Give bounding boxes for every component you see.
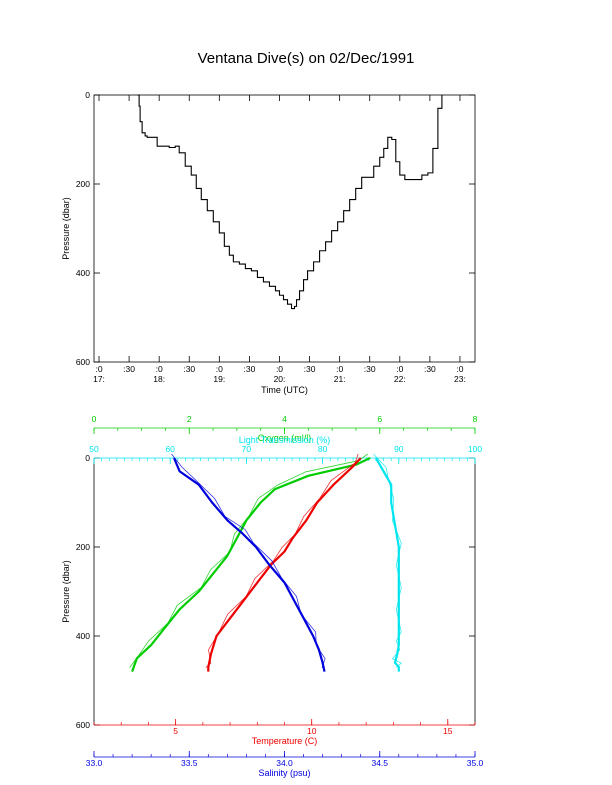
oxygen-tick-label: 0	[92, 414, 97, 424]
oxygen-tick-label: 4	[282, 414, 287, 424]
salinity-profile-ascent-line	[171, 453, 326, 668]
plot1-x-tick-label: :0	[396, 364, 403, 374]
plot1-x-axis-label: Time (UTC)	[261, 385, 308, 395]
salinity-tick-label: 33.5	[181, 758, 198, 768]
light-tick-label: 70	[242, 444, 252, 454]
plot1-x-tick-label: :0	[456, 364, 463, 374]
salinity-tick-label: 33.0	[86, 758, 103, 768]
plot2-y-tick-label: 400	[76, 631, 90, 641]
plot1-x-tick-label: :30	[243, 364, 255, 374]
dive-pressure-line	[137, 94, 443, 310]
chart-title: Ventana Dive(s) on 02/Dec/1991	[197, 50, 415, 67]
plot1-x-tick-label: :0	[95, 364, 102, 374]
plot1-x-tick-hour-label: 20:	[274, 374, 286, 384]
plot1-x-tick-hour-label: 19:	[213, 374, 225, 384]
temperature-tick-label: 10	[307, 726, 317, 736]
temperature-profile-line	[207, 457, 362, 672]
plot1-x-tick-label: :0	[276, 364, 283, 374]
plot1-x-tick-label: :30	[183, 364, 195, 374]
light-tick-label: 90	[394, 444, 404, 454]
temperature-axis-label: Temperature (C)	[252, 736, 318, 746]
plot1-x-tick-label: :30	[364, 364, 376, 374]
plot1-y-tick-label: 0	[85, 90, 90, 100]
temperature-tick-label: 5	[173, 726, 178, 736]
salinity-profile-line	[172, 457, 326, 672]
oxygen-tick-label: 2	[187, 414, 192, 424]
temperature-profile-ascent-line	[205, 453, 359, 668]
plot1-x-tick-hour-label: 17:	[93, 374, 105, 384]
plot1-x-tick-label: :30	[304, 364, 316, 374]
light-axis-label: Light Transmission (%)	[239, 435, 331, 445]
oxygen-tick-label: 8	[473, 414, 478, 424]
plot1-x-tick-hour-label: 21:	[334, 374, 346, 384]
oxygen-axis-label: Oxygen (ml/l)	[258, 433, 312, 443]
plot1-x-tick-label: :0	[336, 364, 343, 374]
plot1-x-tick-label: :0	[156, 364, 163, 374]
salinity-axis-label: Salinity (psu)	[258, 768, 310, 778]
plot1-frame	[93, 94, 476, 363]
plot1-y-tick-label: 600	[76, 357, 90, 367]
plot1-x-tick-label: :30	[424, 364, 436, 374]
plot1-y-axis-label: Pressure (dbar)	[61, 197, 71, 260]
plot1-y-tick-label: 400	[76, 268, 90, 278]
light-tick-label: 80	[318, 444, 328, 454]
plot1-y-tick-label: 200	[76, 179, 90, 189]
oxygen-profile-line	[131, 457, 371, 672]
plot2-y-tick-label: 0	[85, 453, 90, 463]
plot1-x-tick-hour-label: 22:	[394, 374, 406, 384]
light-transmission-profile-line	[374, 457, 400, 672]
plot2-y-tick-label: 200	[76, 542, 90, 552]
plot1-x-tick-hour-label: 23:	[454, 374, 466, 384]
oxygen-profile-ascent-line	[129, 453, 368, 668]
plot2-y-axis-label: Pressure (dbar)	[61, 560, 71, 623]
plot1-x-tick-label: :30	[123, 364, 135, 374]
plot2-y-tick-label: 600	[76, 720, 90, 730]
oxygen-tick-label: 6	[377, 414, 382, 424]
light-tick-label: 50	[89, 444, 99, 454]
temperature-tick-label: 15	[443, 726, 453, 736]
light-tick-label: 60	[165, 444, 175, 454]
salinity-tick-label: 34.0	[276, 758, 293, 768]
light-tick-label: 100	[468, 444, 482, 454]
plot1-x-tick-hour-label: 18:	[153, 374, 165, 384]
salinity-tick-label: 34.5	[371, 758, 388, 768]
salinity-tick-label: 35.0	[467, 758, 484, 768]
light-transmission-profile-ascent-line	[373, 453, 403, 668]
plot1-x-tick-label: :0	[216, 364, 223, 374]
